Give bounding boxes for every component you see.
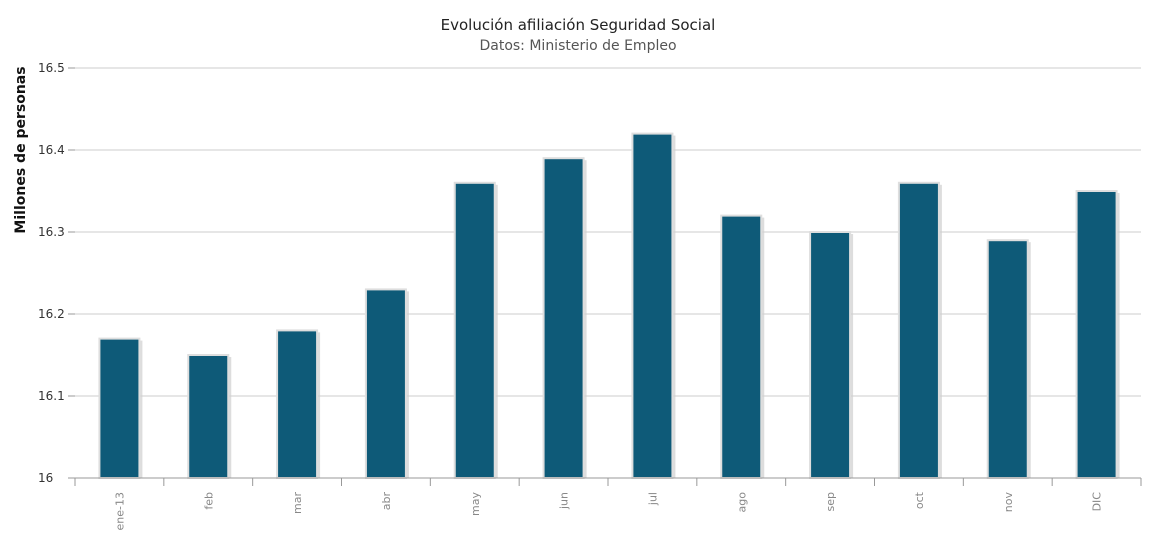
x-tick-label: sep xyxy=(824,492,837,511)
y-tick-label: 16.4 xyxy=(38,143,65,157)
bar-DIC xyxy=(1075,190,1118,479)
bar-feb xyxy=(187,354,230,479)
x-tick-label: ene-13 xyxy=(113,492,126,530)
chart-subtitle: Datos: Ministerio de Empleo xyxy=(479,38,676,54)
y-tick-label: 16.5 xyxy=(38,61,65,75)
x-tick-label: mar xyxy=(291,492,304,514)
bar-mar xyxy=(276,329,319,479)
gridlines xyxy=(75,67,1141,397)
bar-oct xyxy=(897,181,940,480)
y-tick-label: 16.1 xyxy=(38,389,65,403)
chart-title: Evolución afiliación Seguridad Social xyxy=(441,16,716,34)
x-tick-label: feb xyxy=(202,492,215,510)
x-tick-label: jun xyxy=(558,492,571,510)
bar-nov xyxy=(986,239,1029,479)
x-axis-ticks: ene-13 feb mar abr may jun jul ago sep oct nov DIC xyxy=(74,478,1142,530)
x-tick-label: jul xyxy=(646,492,659,506)
bar-jul xyxy=(631,132,674,479)
x-tick-label: oct xyxy=(913,491,926,509)
x-tick-label: may xyxy=(469,492,482,516)
y-tick-label: 16.3 xyxy=(38,225,65,239)
bar-ene-13 xyxy=(98,337,141,479)
x-tick-label: DIC xyxy=(1091,492,1104,512)
bar-may xyxy=(453,181,496,480)
x-tick-label: nov xyxy=(1002,492,1015,513)
bars xyxy=(98,132,1120,480)
bar-ago xyxy=(720,214,763,479)
x-tick-label: ago xyxy=(735,492,748,513)
y-axis-ticks: 16 16.1 16.2 16.3 16.4 16.5 xyxy=(38,61,75,485)
y-tick-label: 16.2 xyxy=(38,307,65,321)
bar-jun xyxy=(542,157,585,479)
x-tick-label: abr xyxy=(380,492,393,511)
bar-sep xyxy=(809,231,852,479)
y-tick-label: 16 xyxy=(38,471,53,485)
y-axis-label: Millones de personas xyxy=(13,66,29,233)
bar-abr xyxy=(364,288,407,479)
